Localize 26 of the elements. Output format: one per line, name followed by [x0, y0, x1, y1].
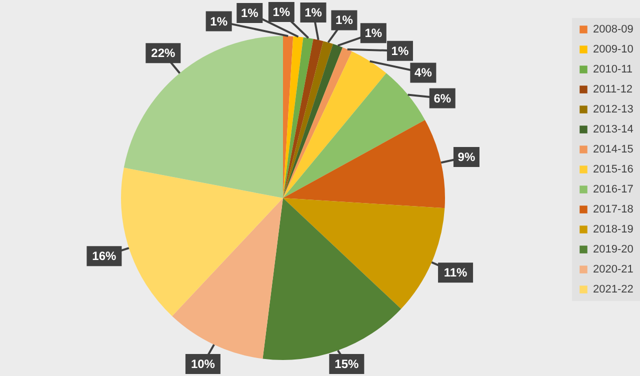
legend-label: 2013-14	[593, 124, 634, 136]
data-label: 1%	[336, 13, 354, 28]
data-label: 4%	[414, 66, 432, 80]
legend-label: 2021-22	[593, 284, 634, 296]
legend-label: 2020-21	[593, 264, 634, 276]
data-label: 1%	[272, 5, 290, 19]
legend-label: 2012-13	[593, 104, 634, 116]
legend-label: 2010-11	[593, 64, 633, 76]
legend-label: 2018-19	[593, 224, 634, 236]
data-label: 1%	[304, 5, 322, 20]
data-label: 6%	[434, 91, 452, 106]
data-label: 1%	[364, 26, 382, 40]
legend-label: 2014-15	[593, 144, 634, 156]
data-label: 1%	[210, 14, 228, 28]
legend-label: 2011-12	[593, 84, 633, 96]
data-label: 22%	[151, 46, 176, 60]
legend-label: 2017-18	[593, 204, 634, 216]
legend-label: 2009-10	[593, 44, 634, 56]
legend-label: 2019-20	[593, 244, 634, 256]
legend-label: 2015-16	[593, 164, 634, 176]
data-label: 1%	[391, 44, 409, 58]
data-label: 1%	[240, 6, 259, 20]
data-label: 10%	[190, 357, 216, 371]
legend-label: 2016-17	[593, 184, 634, 196]
data-label: 9%	[458, 150, 476, 164]
legend-label: 2008-09	[593, 24, 634, 36]
